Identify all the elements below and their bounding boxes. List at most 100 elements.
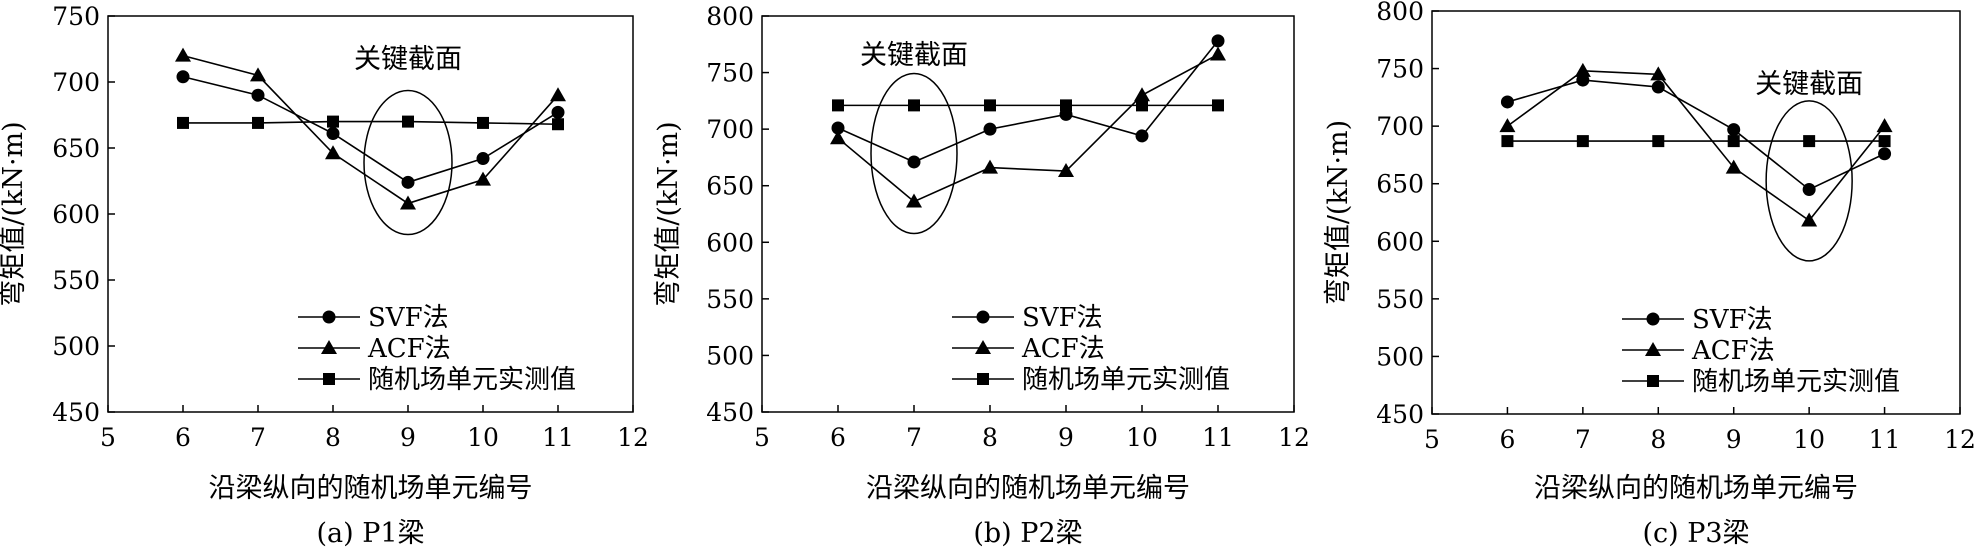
legend-marker: [321, 340, 337, 354]
data-point-1: [1135, 129, 1149, 143]
data-point-2: [982, 159, 998, 174]
plot-frame: [1431, 10, 1961, 415]
legend-entry: ACF法: [1021, 334, 1105, 364]
x-tick-label: 7: [1575, 425, 1591, 454]
key-section-oval: [1765, 100, 1853, 262]
series-line-1: [1507, 79, 1885, 191]
y-tick-label: 700: [1376, 112, 1424, 141]
x-tick-label: 12: [617, 423, 649, 452]
data-point-3: [327, 115, 339, 128]
data-point-3: [1501, 135, 1514, 148]
x-tick-label: 12: [1944, 425, 1976, 454]
legend-entry: 随机场单元实测值: [1692, 367, 1900, 397]
data-point-3: [1136, 99, 1148, 112]
data-point-3: [1576, 135, 1589, 148]
data-point-2: [1058, 163, 1074, 178]
annotation-label: 关键截面: [1755, 69, 1863, 100]
y-tick-label: 600: [706, 228, 754, 257]
data-point-3: [1652, 135, 1665, 148]
data-point-3: [477, 116, 489, 129]
chart-caption: (b) P2梁: [973, 518, 1082, 549]
x-tick-label: 8: [325, 423, 341, 452]
y-tick-label: 600: [52, 200, 100, 229]
series-line-2: [837, 53, 1219, 203]
x-tick-label: 5: [100, 423, 116, 452]
data-point-2: [325, 145, 341, 160]
data-point-1: [401, 175, 415, 189]
legend-entry: 随机场单元实测值: [368, 365, 576, 395]
series-line-3: [183, 120, 559, 126]
series-line-1: [182, 75, 559, 184]
data-point-3: [177, 116, 189, 129]
x-tick-label: 6: [175, 423, 191, 452]
plot-frame: [761, 15, 1295, 413]
data-point-2: [400, 195, 416, 210]
data-point-1: [831, 121, 845, 135]
y-tick-label: 700: [706, 115, 754, 144]
y-tick-label: 450: [52, 398, 100, 427]
key-section-oval: [870, 72, 958, 235]
x-tick-label: 7: [906, 423, 922, 452]
y-tick-label: 450: [1376, 400, 1424, 429]
chart-caption: (a) P1梁: [316, 518, 424, 549]
data-point-2: [830, 130, 846, 145]
x-tick-label: 9: [400, 423, 416, 452]
y-tick-label: 650: [52, 134, 100, 163]
x-tick-label: 11: [1202, 423, 1234, 452]
y-tick-label: 450: [706, 398, 754, 427]
legend-marker: [1645, 342, 1661, 356]
data-point-3: [984, 99, 996, 112]
x-tick-label: 10: [1126, 423, 1158, 452]
x-tick-label: 10: [467, 423, 499, 452]
data-point-2: [1499, 118, 1516, 133]
y-tick-label: 800: [706, 2, 754, 31]
data-point-3: [252, 116, 264, 129]
annotation-label: 关键截面: [354, 44, 462, 75]
data-point-2: [250, 67, 266, 82]
y-tick-label: 550: [706, 285, 754, 314]
legend-entry: ACF法: [1691, 336, 1775, 366]
data-point-1: [476, 152, 490, 166]
chart-panel-1: 5 6 7 8 9 10 11 12 450 500 550 600 650 700 750 沿梁纵向的随机场…: [0, 2, 649, 549]
data-point-2: [1574, 62, 1591, 77]
x-axis-label: 沿梁纵向的随机场单元编号: [866, 473, 1190, 504]
data-point-3: [832, 99, 844, 112]
x-tick-label: 6: [830, 423, 846, 452]
legend-entry: SVF法: [1022, 303, 1103, 333]
legend-entry: SVF法: [368, 303, 449, 333]
data-point-2: [1210, 46, 1226, 61]
x-tick-label: 5: [1424, 425, 1440, 454]
chart-panel-2: 5 6 7 8 9 10 11 12 450 500 550 600 650 700 750 800 沿梁纵向的…: [653, 2, 1310, 549]
x-tick-label: 9: [1726, 425, 1742, 454]
x-axis-label: 沿梁纵向的随机场单元编号: [209, 473, 533, 504]
data-point-3: [1727, 135, 1740, 148]
legend-entry: SVF法: [1692, 305, 1773, 335]
x-tick-label: 12: [1278, 423, 1310, 452]
legend-entry: 随机场单元实测值: [1022, 365, 1230, 395]
x-tick-label: 8: [982, 423, 998, 452]
y-tick-label: 500: [706, 341, 754, 370]
series-line-2: [1506, 70, 1886, 222]
data-point-2: [1134, 87, 1150, 102]
y-axis-label: 弯矩值/(kN·m): [1323, 120, 1354, 305]
data-point-2: [475, 171, 491, 186]
legend-marker: [975, 340, 991, 354]
data-point-2: [1876, 118, 1893, 133]
key-section-oval: [363, 89, 453, 236]
data-point-1: [1211, 34, 1225, 48]
y-axis-label: 弯矩值/(kN·m): [0, 121, 29, 306]
data-point-1: [1727, 123, 1741, 137]
legend-entry: ACF法: [367, 334, 451, 364]
data-point-3: [908, 99, 920, 112]
data-point-1: [983, 122, 997, 136]
x-tick-label: 8: [1650, 425, 1666, 454]
legend-marker: [976, 310, 990, 324]
data-point-2: [1725, 159, 1742, 174]
y-tick-label: 700: [52, 68, 100, 97]
series-line-2: [182, 54, 559, 205]
x-tick-label: 9: [1058, 423, 1074, 452]
x-tick-label: 6: [1499, 425, 1515, 454]
y-tick-label: 550: [1376, 285, 1424, 314]
data-point-3: [1060, 99, 1072, 112]
data-point-2: [550, 87, 566, 102]
